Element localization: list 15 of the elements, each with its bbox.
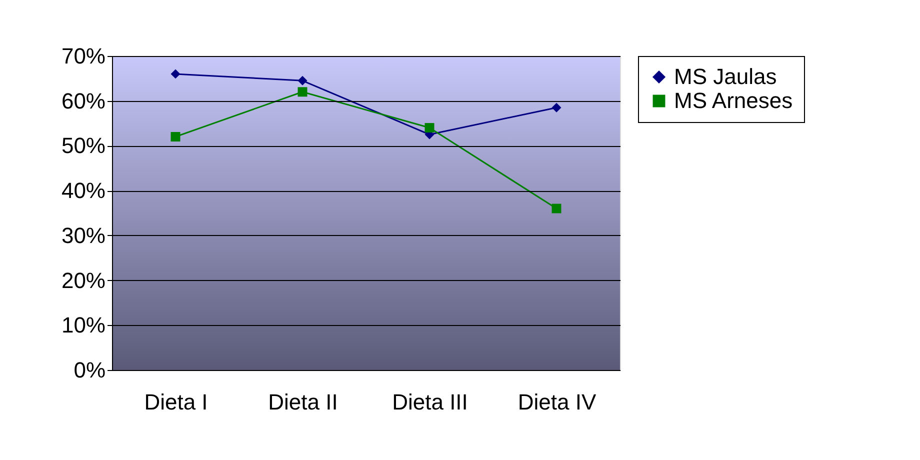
y-tick-label: 60% xyxy=(61,88,106,114)
x-tick-label: Dieta III xyxy=(392,390,468,414)
y-tick-label: 40% xyxy=(61,178,106,204)
legend-label: MS Jaulas xyxy=(674,64,777,89)
x-tick-label: Dieta II xyxy=(268,390,338,414)
y-tick-label: 50% xyxy=(61,133,106,158)
y-tick-label: 30% xyxy=(61,222,106,248)
legend-label: MS Arneses xyxy=(674,88,793,113)
x-tick-label: Dieta IV xyxy=(518,390,596,414)
point xyxy=(424,123,434,133)
y-tick-label: 20% xyxy=(61,268,106,293)
y-tick-label: 70% xyxy=(61,44,106,68)
y-tick-label: 0% xyxy=(74,358,106,382)
x-tick-label: Dieta I xyxy=(144,390,208,414)
y-tick-label: 10% xyxy=(61,312,106,338)
